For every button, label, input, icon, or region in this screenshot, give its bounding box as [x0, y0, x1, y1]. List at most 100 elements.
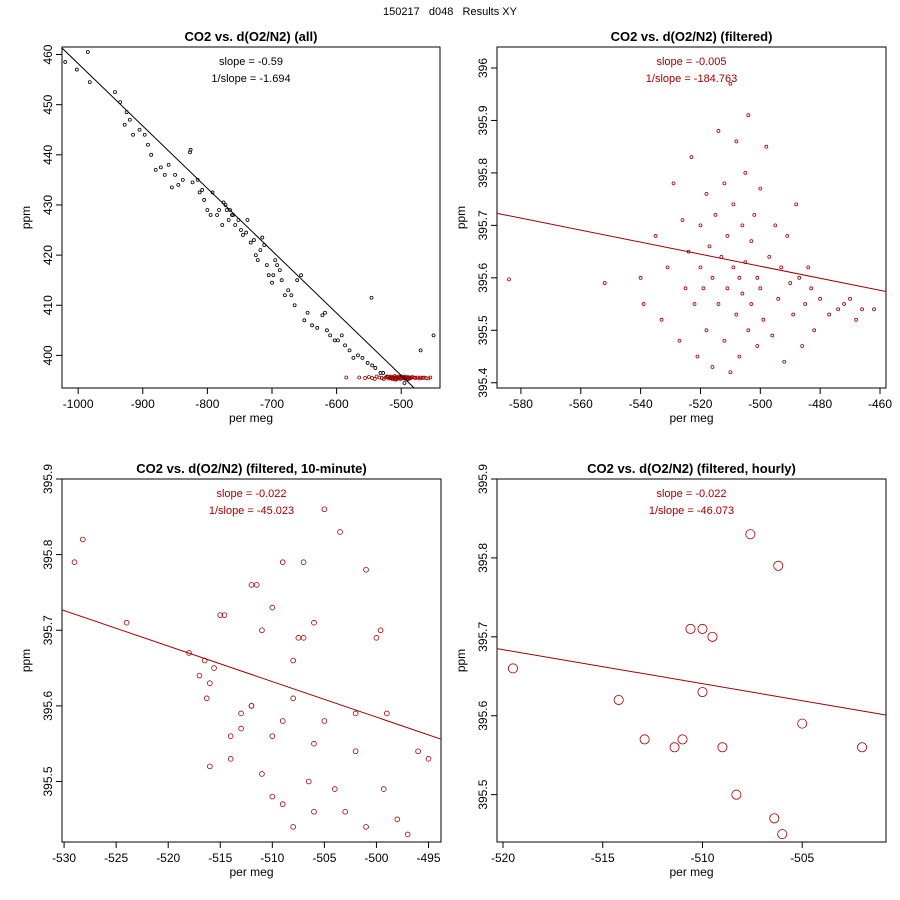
data-point [363, 824, 369, 830]
data-point [337, 529, 343, 535]
data-point [369, 295, 374, 300]
data-point [365, 361, 370, 365]
data-point [356, 353, 360, 358]
data-point [836, 307, 841, 312]
data-point [328, 333, 333, 338]
data-point [74, 67, 79, 72]
x-tick-label: -520 [156, 851, 180, 865]
y-tick-label: 395.9 [476, 464, 490, 494]
data-point [827, 312, 832, 317]
data-point [701, 286, 706, 291]
data-point [258, 248, 263, 252]
data-point [203, 695, 210, 702]
data-point [196, 672, 203, 679]
data-point [336, 338, 340, 343]
data-point [290, 824, 296, 830]
data-point [639, 734, 650, 745]
chart-panel: CO2 vs. d(O2/N2) (all) -1000 -900 -800 -700 -… [19, 29, 441, 425]
x-tick-label: -530 [52, 851, 76, 865]
x-axis-label: per meg [669, 411, 713, 425]
data-point [426, 376, 431, 381]
data-point [659, 317, 664, 322]
data-point [211, 665, 217, 671]
data-point [228, 208, 232, 212]
data-point [653, 233, 658, 238]
data-point [710, 275, 715, 280]
data-point [239, 228, 243, 232]
data-point [248, 240, 253, 245]
data-point [85, 50, 90, 54]
data-point [677, 734, 688, 745]
data-point [241, 233, 245, 237]
data-point [797, 718, 808, 729]
data-point [707, 244, 712, 249]
slope-annotation: 1/slope = -1.694 [211, 73, 290, 85]
data-point [683, 286, 688, 291]
data-point [394, 816, 401, 823]
data-point [383, 375, 388, 380]
data-point [127, 117, 132, 122]
data-point [113, 90, 117, 95]
data-point [217, 208, 221, 212]
data-point [381, 371, 386, 375]
data-point [402, 381, 407, 385]
data-point [431, 333, 436, 338]
x-tick-label: -600 [325, 397, 349, 411]
data-point [785, 233, 790, 238]
data-point [230, 213, 234, 217]
data-point [279, 718, 286, 724]
data-point [764, 144, 769, 149]
data-point [186, 650, 192, 656]
data-point [227, 756, 234, 762]
data-point [269, 733, 276, 739]
x-tick-label: -520 [491, 851, 515, 865]
data-point [311, 808, 317, 815]
data-point [190, 180, 195, 185]
x-tick-label: -800 [195, 397, 219, 411]
data-point [238, 710, 244, 717]
data-point [770, 333, 775, 338]
data-point [695, 354, 700, 359]
data-point [734, 139, 739, 144]
data-point [205, 208, 210, 212]
data-point [367, 375, 371, 379]
y-tick-label: 395.9 [41, 464, 55, 494]
data-point [413, 376, 418, 380]
data-point [755, 344, 760, 348]
data-point [363, 566, 369, 573]
data-point [286, 288, 291, 293]
data-point [321, 506, 328, 513]
data-point [321, 718, 328, 724]
y-tick-label: 400 [41, 345, 55, 365]
data-point [273, 258, 278, 263]
data-point [238, 725, 244, 732]
data-point [248, 703, 255, 709]
chart-panel: CO2 vs. d(O2/N2) (filtered) -580 -560 -540 -… [454, 29, 892, 425]
data-point [731, 789, 742, 800]
data-point [370, 363, 375, 368]
data-point [725, 286, 730, 291]
data-point [779, 265, 784, 270]
data-point [270, 280, 274, 285]
data-point [252, 238, 256, 242]
data-point [377, 627, 384, 634]
data-point [207, 680, 213, 686]
data-point [200, 188, 205, 192]
fit-line [62, 609, 441, 740]
data-point [275, 263, 280, 268]
chart-title: CO2 vs. d(O2/N2) (all) [185, 29, 318, 44]
data-point [122, 122, 127, 127]
data-point [323, 310, 327, 315]
slope-annotation: 1/slope = -46.073 [649, 505, 734, 517]
data-point [279, 278, 284, 283]
x-tick-label: -900 [131, 397, 155, 411]
data-point [63, 60, 68, 64]
x-tick-label: -480 [808, 397, 832, 411]
data-point [773, 223, 778, 228]
fit-line [497, 212, 886, 292]
data-point [344, 375, 349, 380]
chart-title: CO2 vs. d(O2/N2) (filtered) [611, 29, 773, 44]
data-point [692, 302, 697, 306]
y-tick-label: 395.7 [476, 621, 490, 651]
